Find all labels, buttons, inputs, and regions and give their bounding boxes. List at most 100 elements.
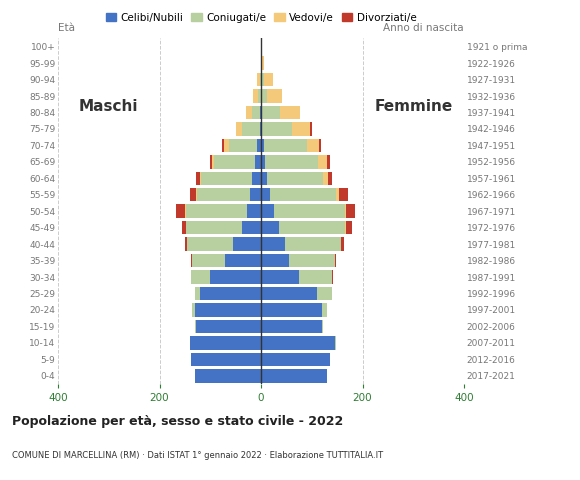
Bar [261, 287, 317, 300]
Bar [186, 204, 246, 218]
Bar [335, 336, 336, 349]
Bar [261, 122, 262, 136]
Bar [261, 40, 262, 53]
Text: Maschi: Maschi [79, 99, 139, 114]
Bar [195, 369, 261, 383]
Bar [274, 204, 345, 218]
Bar [299, 270, 332, 284]
Text: Femmine: Femmine [374, 99, 452, 114]
Bar [233, 238, 261, 251]
Bar [252, 171, 261, 185]
Text: COMUNE DI MARCELLINA (RM) · Dati ISTAT 1° gennaio 2022 · Elaborazione TUTTITALIA: COMUNE DI MARCELLINA (RM) · Dati ISTAT 1… [12, 451, 383, 460]
Bar [261, 336, 335, 349]
Bar [261, 270, 299, 284]
Bar [190, 336, 261, 349]
Bar [336, 188, 339, 202]
Bar [262, 122, 292, 136]
Bar [261, 320, 322, 333]
Bar [176, 204, 185, 218]
Bar [182, 221, 186, 234]
Bar [242, 122, 260, 136]
Bar [345, 204, 346, 218]
Bar [246, 106, 252, 119]
Bar [212, 155, 214, 168]
Bar [214, 155, 255, 168]
Bar [185, 238, 187, 251]
Bar [346, 204, 355, 218]
Bar [261, 56, 262, 70]
Bar [261, 155, 265, 168]
Bar [261, 353, 329, 366]
Bar [261, 254, 289, 267]
Bar [191, 353, 261, 366]
Bar [261, 238, 285, 251]
Bar [261, 188, 270, 202]
Bar [195, 287, 200, 300]
Bar [210, 155, 212, 168]
Bar [191, 254, 193, 267]
Bar [259, 89, 261, 103]
Text: Popolazione per età, sesso e stato civile - 2022: Popolazione per età, sesso e stato civil… [12, 415, 343, 428]
Bar [323, 171, 328, 185]
Bar [261, 73, 263, 86]
Bar [210, 270, 261, 284]
Bar [261, 171, 267, 185]
Bar [341, 238, 344, 251]
Bar [318, 155, 328, 168]
Bar [322, 320, 324, 333]
Bar [226, 254, 261, 267]
Bar [263, 73, 273, 86]
Bar [345, 221, 346, 234]
Bar [310, 122, 311, 136]
Bar [186, 221, 242, 234]
Bar [262, 56, 263, 70]
Bar [260, 73, 261, 86]
Bar [255, 155, 261, 168]
Bar [195, 320, 196, 333]
Bar [262, 106, 280, 119]
Bar [250, 188, 261, 202]
Bar [260, 122, 261, 136]
Bar [195, 188, 197, 202]
Bar [267, 89, 282, 103]
Bar [201, 171, 252, 185]
Bar [261, 89, 267, 103]
Bar [222, 139, 224, 152]
Bar [260, 106, 261, 119]
Bar [261, 221, 279, 234]
Bar [280, 106, 300, 119]
Bar [292, 122, 310, 136]
Bar [317, 287, 332, 300]
Bar [193, 254, 226, 267]
Bar [322, 303, 327, 317]
Text: Anno di nascita: Anno di nascita [383, 24, 464, 34]
Bar [236, 122, 242, 136]
Bar [200, 171, 201, 185]
Bar [263, 139, 307, 152]
Bar [279, 221, 345, 234]
Bar [267, 171, 323, 185]
Bar [332, 270, 333, 284]
Bar [187, 238, 233, 251]
Bar [265, 155, 318, 168]
Bar [197, 188, 250, 202]
Bar [191, 270, 210, 284]
Bar [195, 171, 200, 185]
Bar [261, 303, 322, 317]
Bar [224, 139, 229, 152]
Bar [229, 139, 257, 152]
Bar [270, 188, 336, 202]
Bar [346, 221, 352, 234]
Bar [285, 238, 341, 251]
Bar [328, 155, 330, 168]
Bar [200, 287, 261, 300]
Bar [335, 254, 336, 267]
Bar [320, 139, 321, 152]
Bar [261, 139, 263, 152]
Bar [185, 204, 186, 218]
Legend: Celibi/Nubili, Coniugati/e, Vedovi/e, Divorziati/e: Celibi/Nubili, Coniugati/e, Vedovi/e, Di… [106, 12, 416, 23]
Bar [261, 369, 327, 383]
Bar [190, 188, 195, 202]
Bar [258, 73, 260, 86]
Bar [257, 139, 261, 152]
